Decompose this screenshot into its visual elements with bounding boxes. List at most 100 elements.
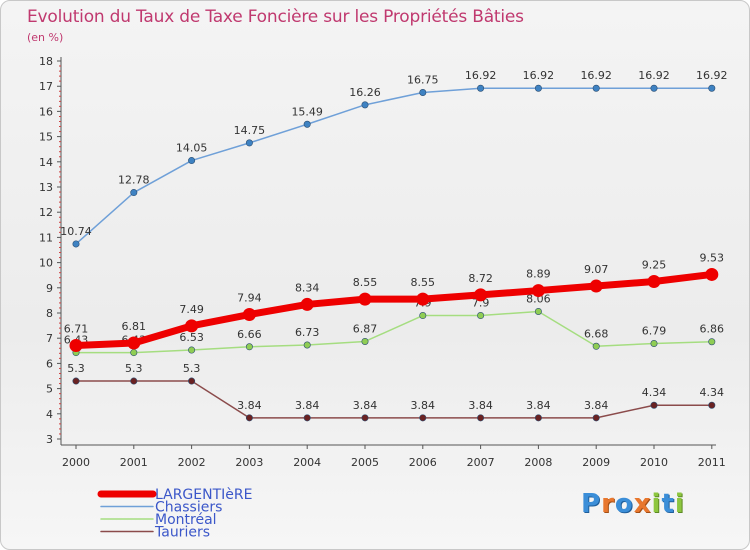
data-label: 6.53 xyxy=(179,331,204,344)
series-point xyxy=(188,157,196,165)
series-point xyxy=(130,349,138,357)
y-tick-label: 13 xyxy=(39,181,53,194)
series-point xyxy=(130,189,138,197)
data-label: 3.84 xyxy=(468,399,493,412)
series-point xyxy=(416,292,430,306)
x-tick-label: 2007 xyxy=(467,456,495,469)
data-label: 4.34 xyxy=(700,386,725,399)
data-label: 16.92 xyxy=(696,69,728,82)
series-point xyxy=(242,308,256,322)
x-tick-label: 2008 xyxy=(524,456,552,469)
series-line xyxy=(75,380,713,419)
data-label: 16.26 xyxy=(349,86,381,99)
legend-label: LARGENTIèRE xyxy=(155,487,252,503)
data-label: 6.68 xyxy=(584,327,609,340)
series-point xyxy=(358,292,372,306)
logo-letter: r xyxy=(601,489,615,519)
legend-label: Tauriers xyxy=(154,525,210,541)
series-point xyxy=(72,240,80,248)
data-label: 5.3 xyxy=(183,362,201,375)
y-tick-label: 16 xyxy=(39,105,53,118)
data-label: 8.89 xyxy=(526,268,551,281)
series-point xyxy=(303,414,311,422)
series-point xyxy=(589,279,603,293)
logo-letter: i xyxy=(674,489,685,519)
y-tick-label: 14 xyxy=(39,156,53,169)
series-point xyxy=(419,312,427,320)
series-point xyxy=(705,267,719,281)
x-tick-label: 2003 xyxy=(235,456,263,469)
data-label: 4.34 xyxy=(642,386,667,399)
series-point xyxy=(419,414,427,422)
data-label: 14.75 xyxy=(234,124,266,137)
y-tick-label: 7 xyxy=(46,332,53,345)
proxiti-logo: Proxiti xyxy=(581,489,685,519)
data-label: 6.86 xyxy=(700,323,725,336)
y-tick-label: 18 xyxy=(39,55,53,68)
data-label: 16.75 xyxy=(407,74,439,87)
series-point xyxy=(130,377,138,385)
series-point xyxy=(474,288,488,302)
series-point xyxy=(361,101,369,109)
data-label: 7.94 xyxy=(237,292,262,305)
data-label: 6.73 xyxy=(295,326,320,339)
data-label: 6.66 xyxy=(237,328,262,341)
series-point xyxy=(534,414,542,422)
series-point xyxy=(592,84,600,92)
x-tick-label: 2000 xyxy=(62,456,90,469)
y-tick-label: 4 xyxy=(46,408,53,421)
data-label: 16.92 xyxy=(523,69,555,82)
data-label: 9.07 xyxy=(584,263,609,276)
data-label: 7.49 xyxy=(179,303,204,316)
x-tick-label: 2002 xyxy=(178,456,206,469)
x-tick-label: 2006 xyxy=(409,456,437,469)
series-point xyxy=(534,84,542,92)
series-point xyxy=(477,84,485,92)
y-tick-label: 8 xyxy=(46,307,53,320)
data-label: 8.72 xyxy=(468,272,493,285)
data-label: 5.3 xyxy=(67,362,85,375)
series-point xyxy=(185,319,199,333)
data-label: 8.06 xyxy=(526,292,551,305)
data-label: 7.9 xyxy=(472,297,490,310)
legend-label: Chassiers xyxy=(155,500,222,516)
series-point xyxy=(188,346,196,354)
data-label: 12.78 xyxy=(118,174,150,187)
x-tick-label: 2005 xyxy=(351,456,379,469)
series-point xyxy=(477,414,485,422)
series-line xyxy=(75,310,713,354)
data-label: 16.92 xyxy=(580,69,612,82)
x-tick-label: 2009 xyxy=(582,456,610,469)
series-point xyxy=(650,84,658,92)
data-label: 3.84 xyxy=(295,399,320,412)
x-tick-label: 2010 xyxy=(640,456,668,469)
series-point xyxy=(245,414,253,422)
data-label: 16.92 xyxy=(465,69,497,82)
series-point xyxy=(245,139,253,147)
chart-subtitle: (en %) xyxy=(27,31,64,44)
y-tick-label: 17 xyxy=(39,80,53,93)
series-point xyxy=(531,284,545,298)
x-tick-label: 2001 xyxy=(120,456,148,469)
series-point xyxy=(361,337,369,345)
data-label: 5.3 xyxy=(125,362,143,375)
y-tick-label: 15 xyxy=(39,131,53,144)
series-line xyxy=(75,87,713,245)
data-label: 9.25 xyxy=(642,259,667,272)
data-label: 3.84 xyxy=(526,399,551,412)
series-line xyxy=(72,270,716,350)
data-label: 3.84 xyxy=(411,399,436,412)
series-point xyxy=(245,343,253,351)
series-point xyxy=(69,339,83,353)
series-point xyxy=(708,401,716,409)
y-tick-label: 6 xyxy=(46,357,53,370)
y-tick-label: 5 xyxy=(46,383,53,396)
y-tick-label: 3 xyxy=(46,433,53,446)
data-label: 3.84 xyxy=(237,399,262,412)
logo-letter: o xyxy=(614,489,634,519)
x-tick-label: 2011 xyxy=(698,456,726,469)
data-label: 6.87 xyxy=(353,322,378,335)
data-label: 3.84 xyxy=(353,399,378,412)
